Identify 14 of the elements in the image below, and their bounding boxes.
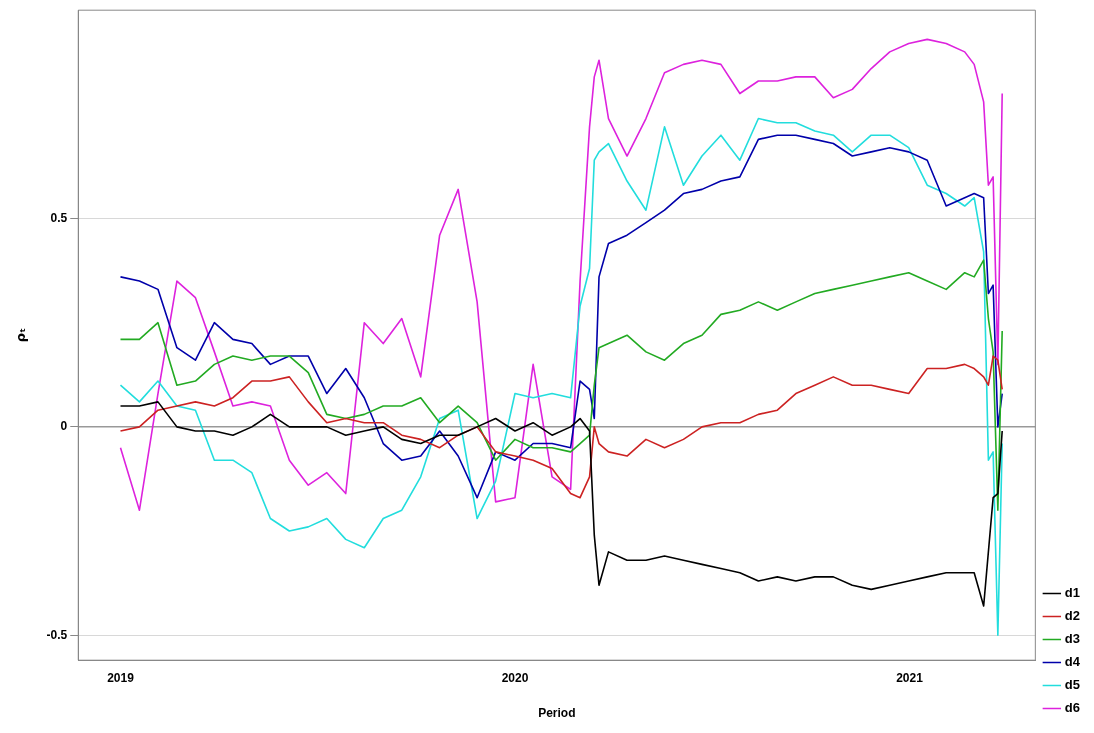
- legend-label: d4: [1064, 654, 1081, 670]
- legend-label: d6: [1064, 700, 1080, 716]
- y-tick-label: -0.5: [46, 627, 68, 642]
- legend-label: d3: [1064, 631, 1080, 647]
- x-tick-label: 2021: [896, 670, 924, 685]
- legend-label: d2: [1064, 608, 1080, 624]
- y-tick-label: 0.5: [50, 210, 68, 225]
- y-axis-title: ρₜ: [13, 328, 29, 343]
- x-tick-label: 2019: [107, 670, 135, 685]
- legend-label: d5: [1064, 677, 1080, 693]
- legend-label: d1: [1064, 585, 1080, 601]
- x-tick-label: 2020: [501, 670, 529, 685]
- x-axis-title: Period: [538, 706, 576, 721]
- y-tick-label: 0: [60, 419, 68, 434]
